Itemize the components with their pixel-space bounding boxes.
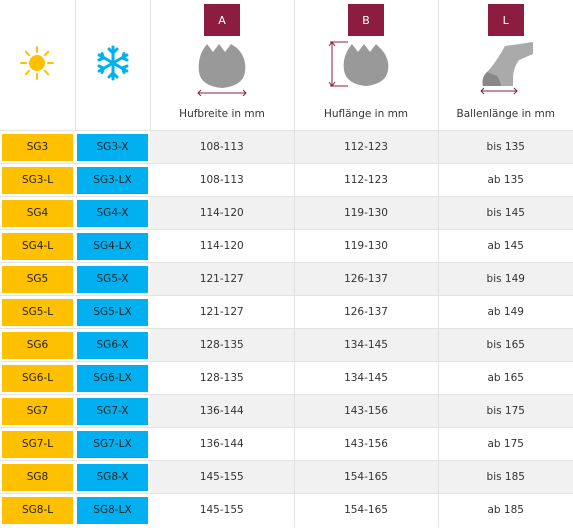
summer-model-cell: SG3-L: [2, 166, 73, 194]
summer-model-cell: SG8-L: [2, 496, 73, 524]
table-row: SG6-L SG6-LX 128-135 134-145 ab 165: [0, 361, 573, 395]
length-cell: 126-137: [294, 262, 439, 296]
table-row: SG4 SG4-X 114-120 119-130 bis 145: [0, 196, 573, 230]
header-col-b: B Huflänge in mm: [294, 0, 439, 131]
winter-model-cell: SG3-X: [77, 133, 148, 161]
header-snow-cell: [75, 0, 151, 131]
header-label-bulb-length: Ballenlänge in mm: [456, 108, 555, 120]
width-cell: 136-144: [150, 394, 295, 428]
table-row: SG7 SG7-X 136-144 143-156 bis 175: [0, 394, 573, 428]
width-cell: 145-155: [150, 460, 295, 494]
table-row: SG4-L SG4-LX 114-120 119-130 ab 145: [0, 229, 573, 263]
table-row: SG8-L SG8-LX 145-155 154-165 ab 185: [0, 493, 573, 527]
bulb-length-cell: bis 135: [438, 130, 573, 164]
bulb-length-cell: ab 175: [438, 427, 573, 461]
summer-model-cell: SG3: [2, 133, 73, 161]
bulb-length-cell: ab 165: [438, 361, 573, 395]
summer-model-cell: SG8: [2, 463, 73, 491]
table-row: SG7-L SG7-LX 136-144 143-156 ab 175: [0, 427, 573, 461]
length-cell: 154-165: [294, 493, 439, 527]
bulb-length-cell: bis 165: [438, 328, 573, 362]
bulb-length-cell: ab 135: [438, 163, 573, 197]
summer-model-cell: SG6: [2, 331, 73, 359]
winter-model-cell: SG5-LX: [77, 298, 148, 326]
width-cell: 145-155: [150, 493, 295, 527]
header-label-width: Hufbreite in mm: [179, 108, 265, 120]
length-cell: 134-145: [294, 361, 439, 395]
table-row: SG3-L SG3-LX 108-113 112-123 ab 135: [0, 163, 573, 197]
length-cell: 119-130: [294, 196, 439, 230]
length-cell: 112-123: [294, 130, 439, 164]
summer-model-cell: SG5-L: [2, 298, 73, 326]
summer-model-cell: SG5: [2, 265, 73, 293]
width-cell: 108-113: [150, 163, 295, 197]
bulb-length-cell: bis 175: [438, 394, 573, 428]
winter-model-cell: SG6-LX: [77, 364, 148, 392]
bulb-length-cell: ab 149: [438, 295, 573, 329]
width-cell: 128-135: [150, 361, 295, 395]
bulb-length-cell: bis 149: [438, 262, 573, 296]
header-col-l: L Ballenlänge in mm: [438, 0, 573, 131]
summer-model-cell: SG7: [2, 397, 73, 425]
summer-model-cell: SG6-L: [2, 364, 73, 392]
table-row: SG6 SG6-X 128-135 134-145 bis 165: [0, 328, 573, 362]
table-row: SG5 SG5-X 121-127 126-137 bis 149: [0, 262, 573, 296]
width-cell: 121-127: [150, 262, 295, 296]
table-header: A Hufbreite in mm B: [0, 0, 573, 131]
table-row: SG5-L SG5-LX 121-127 126-137 ab 149: [0, 295, 573, 329]
winter-model-cell: SG4-X: [77, 199, 148, 227]
width-cell: 114-120: [150, 229, 295, 263]
hoof-width-icon: [197, 44, 247, 96]
bulb-length-cell: ab 145: [438, 229, 573, 263]
bulb-length-cell: ab 185: [438, 493, 573, 527]
bulb-length-cell: bis 185: [438, 460, 573, 494]
width-cell: 136-144: [150, 427, 295, 461]
table-body: SG3 SG3-X 108-113 112-123 bis 135 SG3-L …: [0, 130, 573, 527]
winter-model-cell: SG7-LX: [77, 430, 148, 458]
summer-model-cell: SG4: [2, 199, 73, 227]
header-col-a: A Hufbreite in mm: [150, 0, 295, 131]
width-cell: 114-120: [150, 196, 295, 230]
sun-icon: [20, 46, 55, 80]
winter-model-cell: SG4-LX: [77, 232, 148, 260]
table-row: SG8 SG8-X 145-155 154-165 bis 185: [0, 460, 573, 494]
length-cell: 126-137: [294, 295, 439, 329]
length-cell: 119-130: [294, 229, 439, 263]
width-cell: 108-113: [150, 130, 295, 164]
length-cell: 143-156: [294, 427, 439, 461]
length-cell: 112-123: [294, 163, 439, 197]
winter-model-cell: SG3-LX: [77, 166, 148, 194]
header-label-length: Huflänge in mm: [323, 108, 409, 120]
winter-model-cell: SG8-X: [77, 463, 148, 491]
header-sun-cell: [0, 0, 76, 131]
bulb-length-cell: bis 145: [438, 196, 573, 230]
table-row: SG3 SG3-X 108-113 112-123 bis 135: [0, 130, 573, 164]
winter-model-cell: SG7-X: [77, 397, 148, 425]
letter-badge-b: B: [348, 4, 384, 36]
width-cell: 128-135: [150, 328, 295, 362]
length-cell: 134-145: [294, 328, 439, 362]
snowflake-icon: [97, 45, 128, 81]
summer-model-cell: SG4-L: [2, 232, 73, 260]
length-cell: 143-156: [294, 394, 439, 428]
winter-model-cell: SG5-X: [77, 265, 148, 293]
hoof-bulb-length-icon: [480, 42, 533, 95]
summer-model-cell: SG7-L: [2, 430, 73, 458]
winter-model-cell: SG6-X: [77, 331, 148, 359]
letter-badge-a: A: [204, 4, 240, 36]
length-cell: 154-165: [294, 460, 439, 494]
hoof-length-icon: [328, 41, 389, 87]
winter-model-cell: SG8-LX: [77, 496, 148, 524]
letter-badge-l: L: [487, 4, 524, 36]
width-cell: 121-127: [150, 295, 295, 329]
